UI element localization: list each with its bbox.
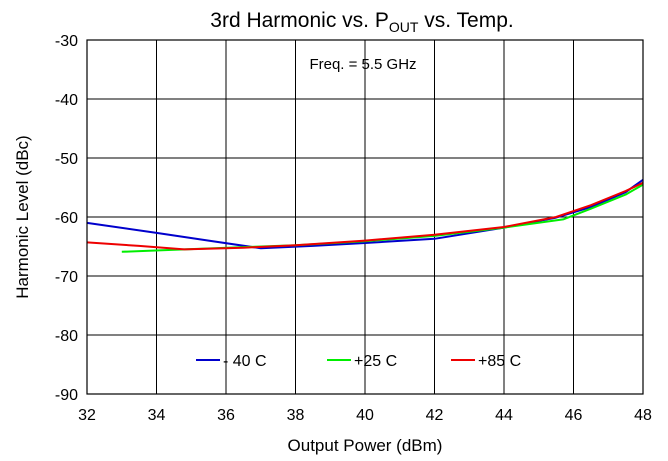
x-tick-label: 34 xyxy=(148,407,166,424)
plot-area-border xyxy=(86,39,644,395)
y-tick-labels: -30 -40 -50 -60 -70 -80 -90 xyxy=(55,33,78,404)
x-axis-title: Output Power (dBm) xyxy=(288,436,443,455)
x-tick-label: 40 xyxy=(356,407,374,424)
y-tick-label: -80 xyxy=(55,328,78,345)
legend-label: - 40 C xyxy=(223,353,267,370)
y-axis-title: Harmonic Level (dBc) xyxy=(13,135,32,298)
y-tick-label: -90 xyxy=(55,387,78,404)
x-tick-labels: 32 34 36 38 40 42 44 46 48 xyxy=(78,407,652,424)
y-tick-label: -40 xyxy=(55,92,78,109)
frequency-annotation: Freq. = 5.5 GHz xyxy=(309,56,416,73)
chart-title-tail: vs. Temp. xyxy=(418,9,513,32)
legend: - 40 C +25 C +85 C xyxy=(196,353,521,370)
y-tick-label: -50 xyxy=(55,151,78,168)
x-tick-label: 46 xyxy=(565,407,583,424)
series-lines xyxy=(86,178,644,253)
legend-label: +25 C xyxy=(354,353,397,370)
chart-title: 3rd Harmonic vs. POUT vs. Temp. xyxy=(210,9,513,35)
chart-title-subscript: OUT xyxy=(389,19,419,35)
x-tick-label: 38 xyxy=(287,407,305,424)
y-tick-label: -70 xyxy=(55,269,78,286)
x-tick-label: 36 xyxy=(217,407,235,424)
y-tick-label: -60 xyxy=(55,210,78,227)
x-tick-label: 32 xyxy=(78,407,96,424)
x-tick-label: 44 xyxy=(495,407,513,424)
x-tick-label: 48 xyxy=(634,407,652,424)
y-tick-label: -30 xyxy=(55,33,78,50)
legend-label: +85 C xyxy=(478,353,521,370)
series-line xyxy=(86,181,644,251)
chart-title-main: 3rd Harmonic vs. P xyxy=(210,9,389,32)
x-tick-label: 42 xyxy=(426,407,444,424)
series-line xyxy=(86,178,644,250)
